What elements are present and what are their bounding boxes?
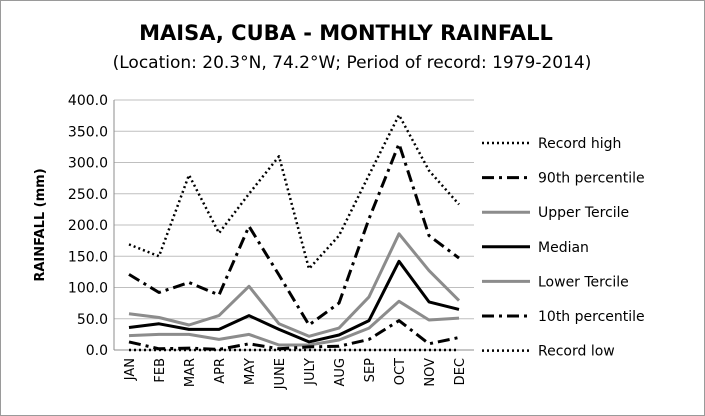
legend-label: Record high [538, 136, 621, 152]
series-line-10th-percentile [128, 319, 460, 351]
x-tick-label: APR [213, 358, 228, 384]
chart-title: MAISA, CUBA - MONTHLY RAINFALL [139, 21, 553, 45]
y-tick-label: 300.0 [68, 156, 108, 172]
y-tick-label: 250.0 [68, 187, 108, 203]
x-tick-label: JAN [123, 358, 138, 381]
axes: 0.0 50.0 100.0 150.0 200.0 250.0 300.0 350.0 400… [68, 93, 474, 390]
chart-subtitle: (Location: 20.3°N, 74.2°W; Period of rec… [113, 53, 592, 73]
series-line-90th-percentile [128, 142, 460, 327]
y-tick-label: 200.0 [68, 218, 108, 234]
series-line-median [128, 259, 460, 344]
legend-label: Lower Tercile [538, 274, 629, 290]
x-tick-label: NOV [423, 358, 438, 387]
x-tick-label: MAR [183, 358, 198, 387]
x-tick-label: JULY [303, 358, 318, 386]
legend-label: Record low [538, 344, 615, 360]
x-tick-label: MAY [243, 358, 258, 385]
y-tick-label: 50.0 [77, 312, 108, 328]
legend-label: Median [538, 240, 589, 256]
x-tick-label: OCT [393, 358, 408, 385]
series-line-record-high [128, 113, 460, 271]
legend-label: Upper Tercile [538, 205, 629, 221]
x-tick-label: FEB [153, 358, 168, 383]
x-tick-label: AUG [333, 358, 348, 386]
series-line-upper-tercile [128, 232, 461, 338]
y-tick-label: 100.0 [68, 281, 108, 297]
y-axis-label: RAINFALL (mm) [33, 168, 48, 281]
legend: Record high 90th percentile Upper Tercile M… [482, 136, 645, 360]
x-tick-label: SEP [363, 358, 378, 382]
x-tick-label: DEC [453, 358, 468, 385]
y-tick-label: 400.0 [68, 93, 108, 109]
x-tick-label: JUNE [273, 358, 288, 390]
y-tick-label: 0.0 [86, 343, 108, 359]
series-lines [128, 113, 461, 352]
y-tick-label: 150.0 [68, 249, 108, 265]
y-tick-label: 350.0 [68, 124, 108, 140]
series-line-lower-tercile [128, 299, 460, 347]
legend-label: 10th percentile [538, 309, 645, 325]
legend-label: 90th percentile [538, 171, 645, 187]
